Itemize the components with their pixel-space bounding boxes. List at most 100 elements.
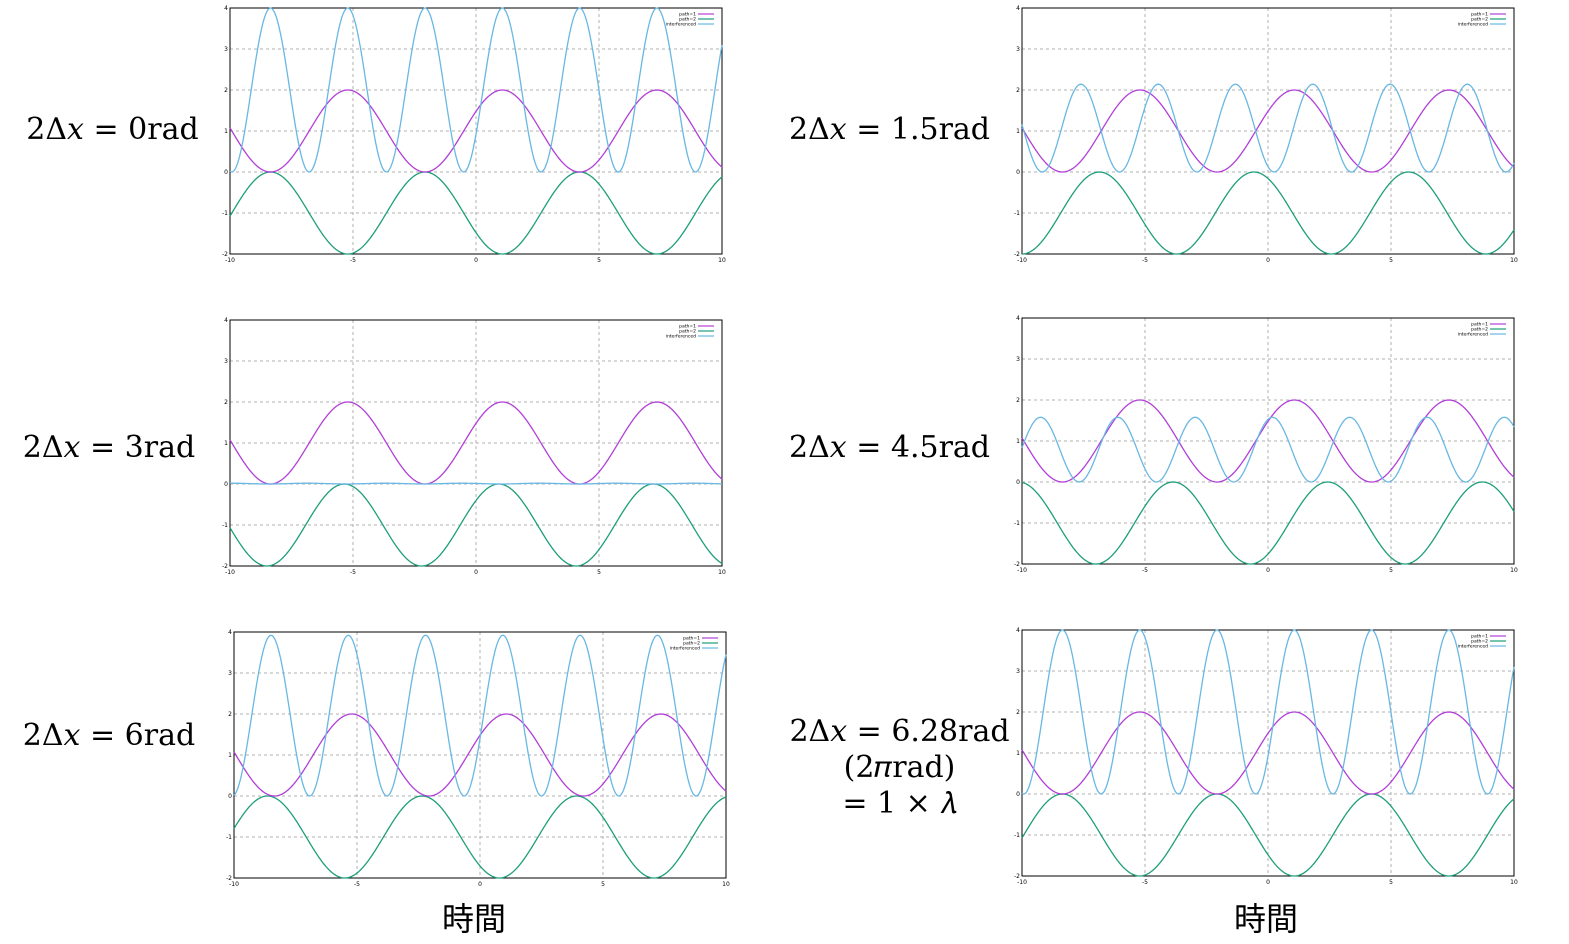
y-tick-label: 4 (1016, 5, 1020, 12)
legend-label: path=2 (1471, 327, 1488, 333)
panel-label-5: 2Δ𝑥 = 6.28rad (2𝜋rad) = 1 × 𝜆 (789, 714, 1010, 821)
plot-frame (233, 631, 727, 879)
legend-label: path=1 (679, 324, 696, 330)
x-tick-label: -10 (225, 569, 235, 576)
chart-4: -10 -5 0 5 10-2-101234path=1path=2interferen… (226, 629, 730, 888)
panel-label-3: 2Δ𝑥 = 4.5rad (788, 430, 991, 465)
y-tick-label: 2 (1016, 87, 1020, 94)
plot-frame (1021, 629, 1515, 877)
y-tick-label: -1 (222, 522, 228, 529)
y-tick-label: -2 (1014, 873, 1020, 880)
x-tick-label: -10 (225, 257, 235, 264)
y-tick-label: 0 (1016, 791, 1020, 798)
legend-label: path=2 (1471, 639, 1488, 645)
y-tick-label: 1 (1016, 438, 1020, 445)
x-tick-label: 5 (597, 569, 601, 576)
x-tick-label: 0 (474, 569, 478, 576)
x-tick-label: 10 (1510, 879, 1518, 886)
y-tick-label: 1 (1016, 750, 1020, 757)
x-tick-label: 10 (718, 569, 726, 576)
plot-frame (229, 7, 723, 255)
y-tick-label: 0 (224, 481, 228, 488)
x-tick-label: -5 (1142, 567, 1148, 574)
series-path1-line (229, 89, 723, 173)
series-path2-line (229, 171, 723, 255)
y-tick-label: 4 (224, 317, 228, 324)
y-tick-label: -2 (1014, 561, 1020, 568)
x-tick-label: 0 (1266, 879, 1270, 886)
y-tick-label: 2 (1016, 709, 1020, 716)
x-tick-label: 0 (1266, 567, 1270, 574)
legend-label: path=2 (683, 641, 700, 647)
y-tick-label: 3 (224, 46, 228, 53)
x-tick-label: -10 (1017, 257, 1027, 264)
y-tick-label: 4 (1016, 315, 1020, 322)
legend-label: path=2 (1471, 17, 1488, 23)
x-tick-label: 0 (478, 881, 482, 888)
series-path2-line (229, 483, 723, 567)
y-tick-label: 0 (224, 169, 228, 176)
x-tick-label: 10 (718, 257, 726, 264)
y-tick-label: 0 (1016, 479, 1020, 486)
y-tick-label: 3 (1016, 356, 1020, 363)
y-tick-label: 0 (228, 793, 232, 800)
chart-2: -10 -5 0 5 10-2-101234path=1path=2interferen… (222, 317, 726, 576)
y-tick-label: 2 (1016, 397, 1020, 404)
series-path1-line (1021, 89, 1515, 173)
x-tick-label: -5 (1142, 879, 1148, 886)
x-axis-caption-left: 時間 (442, 900, 507, 938)
panel-label-2: 2Δ𝑥 = 3rad (22, 430, 196, 465)
x-tick-label: -10 (1017, 879, 1027, 886)
legend-label: interferenced (1458, 22, 1488, 28)
x-tick-label: -10 (229, 881, 239, 888)
plot-frame (229, 319, 723, 567)
series-interferenced-line (1021, 629, 1515, 795)
plot-frame (1021, 7, 1515, 255)
series-path2-line (233, 795, 727, 879)
x-tick-label: -5 (350, 569, 356, 576)
y-tick-label: 3 (224, 358, 228, 365)
series-interferenced-line (230, 482, 723, 485)
legend-label: interferenced (666, 334, 696, 340)
y-tick-label: 1 (228, 752, 232, 759)
y-tick-label: -2 (1014, 251, 1020, 258)
y-tick-label: 0 (1016, 169, 1020, 176)
y-tick-label: 3 (1016, 668, 1020, 675)
series-interferenced-line (1021, 83, 1515, 173)
panel-label-0: 2Δ𝑥 = 0rad (26, 112, 199, 147)
plot-frame (1021, 317, 1515, 565)
series-interferenced-line (233, 634, 727, 797)
y-tick-label: 2 (228, 711, 232, 718)
x-tick-label: 10 (1510, 567, 1518, 574)
x-tick-label: -5 (1142, 257, 1148, 264)
x-tick-label: 0 (1266, 257, 1270, 264)
series-path2-line (1021, 171, 1515, 255)
chart-3: -10 -5 0 5 10-2-101234path=1path=2interferen… (1014, 315, 1518, 574)
series-path2-line (1021, 793, 1515, 877)
legend-label: path=1 (683, 636, 700, 642)
chart-5: -10 -5 0 5 10-2-101234path=1path=2interferen… (1014, 627, 1518, 886)
x-tick-label: 5 (601, 881, 605, 888)
y-tick-label: 4 (228, 629, 232, 636)
series-interferenced-line (229, 7, 723, 173)
y-tick-label: -1 (222, 210, 228, 217)
y-tick-label: -2 (222, 251, 228, 258)
legend-label: path=1 (1471, 12, 1488, 18)
x-axis-caption-right: 時間 (1234, 900, 1299, 938)
legend-label: interferenced (670, 646, 700, 652)
y-tick-label: -2 (226, 875, 232, 882)
legend-label: interferenced (1458, 644, 1488, 650)
series-path1-line (229, 401, 723, 485)
x-tick-label: 10 (1510, 257, 1518, 264)
y-tick-label: -1 (1014, 832, 1020, 839)
x-tick-label: -10 (1017, 567, 1027, 574)
y-tick-label: -1 (1014, 520, 1020, 527)
panel-label-1: 2Δ𝑥 = 1.5rad (788, 112, 991, 147)
x-tick-label: 0 (474, 257, 478, 264)
y-tick-label: 3 (1016, 46, 1020, 53)
y-tick-label: 1 (224, 440, 228, 447)
y-tick-label: -2 (222, 563, 228, 570)
y-tick-label: 4 (224, 5, 228, 12)
y-tick-label: 4 (1016, 627, 1020, 634)
chart-0: -10 -5 0 5 10-2-101234path=1path=2interferen… (222, 5, 726, 264)
